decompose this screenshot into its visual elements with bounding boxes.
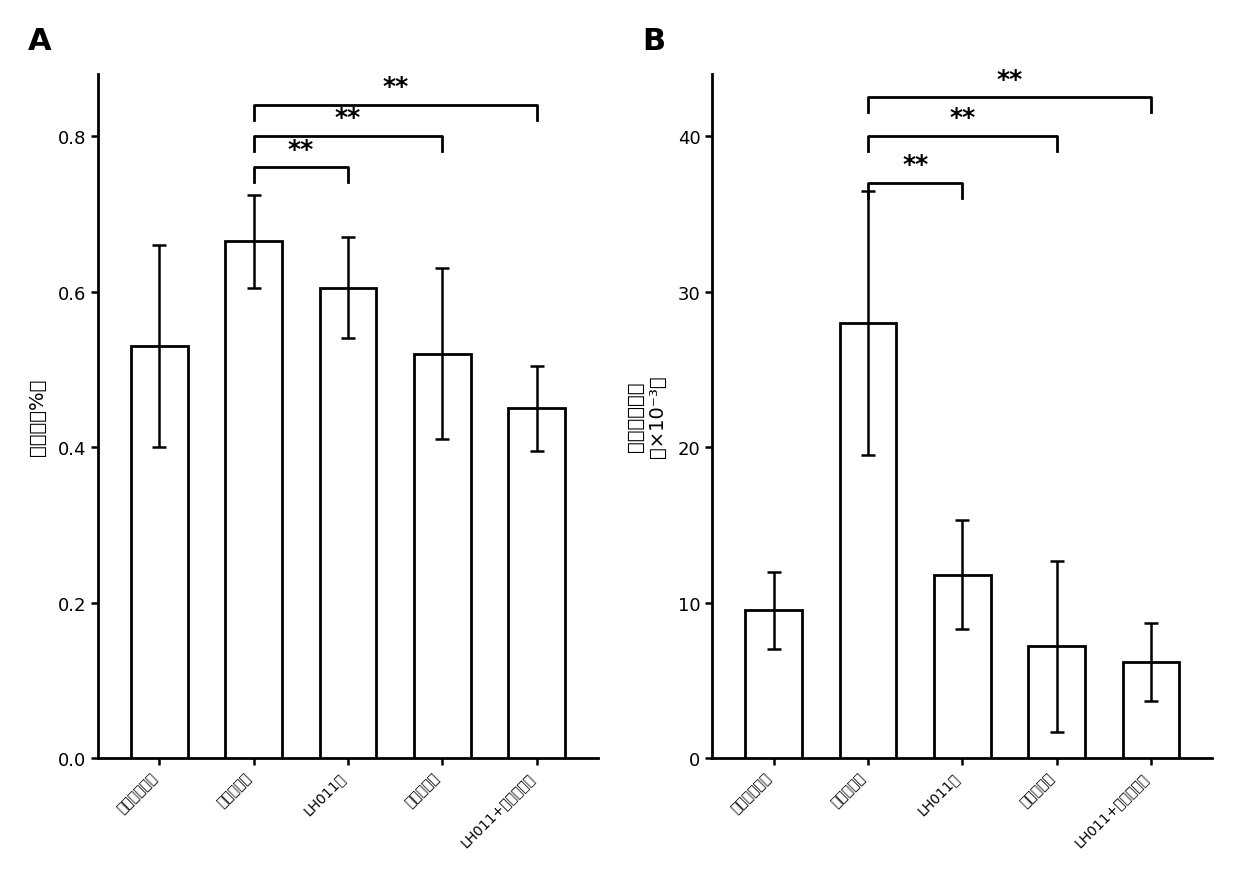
Text: **: ** [335,106,361,131]
Bar [131,346,187,759]
Bar [320,289,377,759]
Bar [934,575,991,759]
Bar [839,324,897,759]
Text: A: A [29,27,52,56]
Y-axis label: 肺系数（%）: 肺系数（%） [27,378,47,455]
Text: **: ** [382,75,408,99]
Y-axis label: 肺通透性指数
（×10⁻³）: 肺通透性指数 （×10⁻³） [626,375,667,458]
Bar [1028,646,1085,759]
Text: **: ** [949,106,976,131]
Text: B: B [642,27,666,56]
Bar [226,242,281,759]
Bar [745,610,802,759]
Text: **: ** [288,138,314,161]
Bar [508,409,565,759]
Text: **: ** [997,68,1023,91]
Bar [414,354,471,759]
Text: **: ** [901,153,929,177]
Bar [1122,662,1179,759]
